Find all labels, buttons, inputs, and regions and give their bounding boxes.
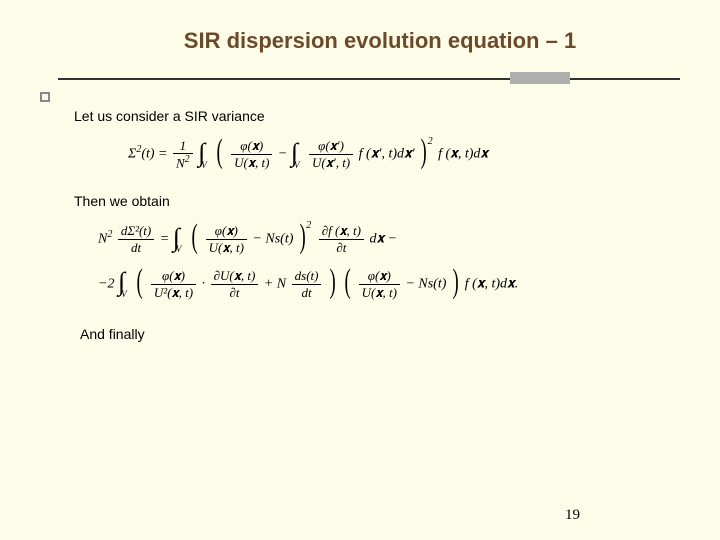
eq1-lparen-outer: ( xyxy=(217,132,223,173)
eq1-frac1-den: N2 xyxy=(173,154,193,171)
eq2-f2: ∂U(𝐱, t) ∂t xyxy=(211,268,259,300)
eq2-f1: φ(𝐱) U²(𝐱, t) xyxy=(151,268,196,300)
eq1-frac-1overN2: 1 N2 xyxy=(173,138,193,172)
divider-line xyxy=(58,78,680,80)
eq2-inner-frac: φ(𝐱) U(𝐱, t) xyxy=(206,223,247,255)
intro-text-2: Then we obtain xyxy=(74,193,670,209)
eq1-lhs-arg: (t) = xyxy=(141,147,167,162)
eq1-tail2: f (𝐱, t)d𝐱 xyxy=(438,147,488,162)
page-number: 19 xyxy=(565,507,580,524)
slide: SIR dispersion evolution equation – 1 Le… xyxy=(0,0,720,540)
eq2-f4: φ(𝐱) U(𝐱, t) xyxy=(359,268,400,300)
intro-text-3: And finally xyxy=(80,326,670,342)
eq1-rparen-outer: ) xyxy=(421,132,427,173)
eq1-fracA: φ(𝐱) U(𝐱, t) xyxy=(231,138,272,170)
eq2-dSigma-dt: dΣ²(t) dt xyxy=(118,223,154,255)
eq1-frac1-num: 1 xyxy=(173,138,193,155)
eq2-line-2: −2 ∫V ( φ(𝐱) U²(𝐱, t) · ∂U(𝐱, t) ∂t + N … xyxy=(98,264,670,305)
divider xyxy=(40,72,680,86)
eq1-tail1: f (𝐱′, t)d𝐱′ xyxy=(359,147,415,162)
eq1-minus: − xyxy=(278,147,291,162)
eq2-line-1: N2 dΣ²(t) dt = ∫V ( φ(𝐱) U(𝐱, t) − Ns(t)… xyxy=(98,219,670,260)
equation-1: Σ2(t) = 1 N2 ∫V ( φ(𝐱) U(𝐱, t) − ∫V φ(𝐱′… xyxy=(128,134,670,175)
eq2-f3: ds(t) dt xyxy=(292,268,322,300)
eq2-N: N xyxy=(98,231,107,246)
slide-title: SIR dispersion evolution equation – 1 xyxy=(80,28,680,54)
eq1-int1-sub: V xyxy=(201,160,207,170)
equation-2: N2 dΣ²(t) dt = ∫V ( φ(𝐱) U(𝐱, t) − Ns(t)… xyxy=(98,219,670,305)
eq2-partial-f: ∂f (𝐱, t) ∂t xyxy=(319,223,364,255)
eq1-outer-sup: 2 xyxy=(428,136,433,147)
divider-accent-block xyxy=(510,72,570,84)
eq1-int2-sub: V xyxy=(294,160,300,170)
corner-box-icon xyxy=(40,92,50,102)
content-area: Let us consider a SIR variance Σ2(t) = 1… xyxy=(40,108,680,342)
intro-text-1: Let us consider a SIR variance xyxy=(74,108,670,124)
eq1-fracB: φ(𝐱′) U(𝐱′, t) xyxy=(309,138,353,170)
